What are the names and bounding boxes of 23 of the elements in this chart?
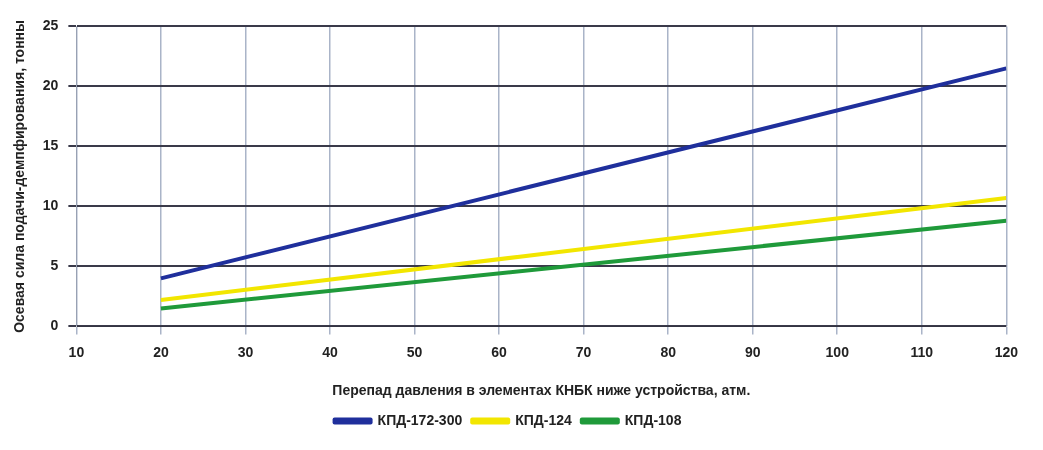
legend-label: КПД-108 bbox=[624, 411, 682, 428]
y-tick-label: 5 bbox=[50, 257, 59, 274]
y-tick-label: 15 bbox=[42, 137, 59, 154]
x-tick-label: 70 bbox=[575, 343, 592, 360]
x-tick-label: 60 bbox=[491, 343, 508, 360]
x-tick-label: 20 bbox=[153, 343, 169, 360]
x-axis-title: Перепад давления в элементах КНБК ниже устройства, атм. bbox=[332, 382, 751, 399]
y-tick-label: 20 bbox=[42, 77, 59, 94]
y-tick-label: 25 bbox=[42, 17, 59, 34]
legend-label: КПД-124 bbox=[515, 411, 573, 428]
x-tick-label: 10 bbox=[68, 343, 85, 360]
y-axis-title: Осевая сила подачи-демпфирования, тонны bbox=[11, 19, 28, 333]
x-tick-label: 90 bbox=[744, 343, 761, 360]
x-tick-label: 30 bbox=[237, 343, 254, 360]
y-tick-label: 10 bbox=[42, 197, 59, 214]
y-tick-label: 0 bbox=[50, 317, 59, 334]
x-tick-label: 80 bbox=[660, 343, 677, 360]
legend-label: КПД-172-300 bbox=[377, 411, 463, 428]
x-tick-label: 40 bbox=[322, 343, 338, 360]
x-tick-label: 110 bbox=[910, 343, 934, 360]
x-tick-label: 50 bbox=[406, 343, 423, 360]
x-tick-label: 120 bbox=[994, 343, 1019, 360]
x-tick-label: 100 bbox=[825, 343, 850, 360]
